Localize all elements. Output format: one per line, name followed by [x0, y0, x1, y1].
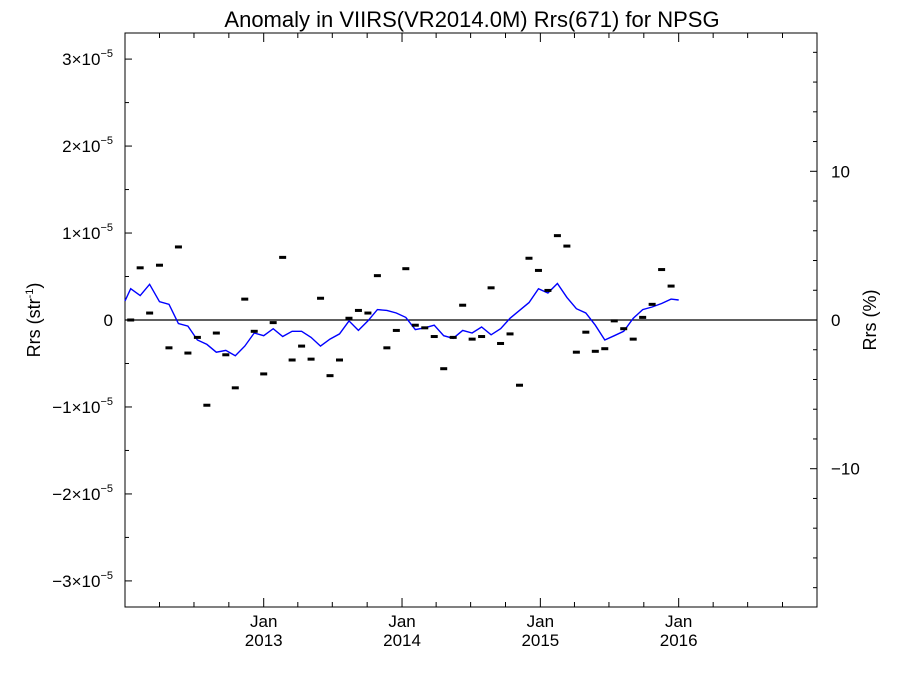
y-axis-right-label-text: Rrs (%) — [860, 290, 880, 351]
data-point — [383, 346, 391, 350]
y-axis-left-label-main: Rrs (str — [24, 298, 44, 357]
data-point — [212, 331, 220, 335]
data-point — [563, 244, 571, 248]
data-point — [430, 335, 438, 339]
data-point — [591, 349, 599, 353]
data-point — [525, 256, 533, 260]
y-tick-label-left: 2×10−5 — [62, 135, 113, 156]
data-point — [440, 367, 448, 371]
data-point — [222, 353, 230, 357]
y-tick-label-right: 10 — [831, 162, 850, 181]
data-point — [288, 358, 296, 362]
x-tick-label-month: Jan — [665, 612, 692, 631]
data-point — [241, 297, 249, 301]
y-tick-label-left: 0 — [104, 311, 113, 330]
y-axis-right: 10 0 −10 — [810, 51, 860, 589]
data-point — [421, 326, 429, 330]
y-axis-right-label: Rrs (%) — [860, 290, 880, 351]
data-point — [459, 303, 467, 307]
data-point — [544, 288, 552, 292]
data-point — [193, 335, 201, 339]
data-point — [373, 274, 381, 278]
x-tick-label-year: 2014 — [383, 631, 421, 650]
data-point — [165, 346, 173, 350]
data-point — [279, 255, 287, 259]
data-point — [572, 350, 580, 354]
chart-title: Anomaly in VIIRS(VR2014.0M) Rrs(671) for… — [224, 7, 719, 32]
data-point — [497, 341, 505, 345]
data-point — [392, 328, 400, 332]
data-point — [582, 330, 590, 334]
data-point — [402, 267, 410, 271]
y-axis-left-label-end: ) — [24, 283, 44, 289]
data-point — [449, 335, 457, 339]
series-points-group — [127, 234, 675, 407]
x-tick-label-year: 2013 — [245, 631, 283, 650]
data-point — [534, 268, 542, 272]
data-point — [516, 383, 524, 387]
y-axis-left: 3×10−5 2×10−5 1×10−5 0 −1×10−5 −2×10−5 −3×10−5 — [52, 48, 132, 591]
data-point — [648, 302, 656, 306]
data-point — [127, 318, 135, 322]
data-point — [174, 245, 182, 249]
y-tick-label-right: −10 — [831, 460, 860, 479]
y-tick-label-left: −3×10−5 — [52, 570, 113, 591]
data-point — [146, 311, 154, 315]
data-point — [354, 308, 362, 312]
data-point — [203, 403, 211, 407]
data-point — [298, 344, 306, 348]
data-point — [326, 374, 334, 378]
data-point — [601, 347, 609, 351]
data-point — [468, 337, 476, 341]
series-line-group — [124, 282, 679, 357]
data-point — [639, 315, 647, 319]
data-point — [620, 327, 628, 331]
data-point — [667, 284, 675, 288]
data-point — [260, 372, 268, 376]
data-point — [335, 358, 343, 362]
data-point — [250, 329, 258, 333]
data-point — [553, 234, 561, 238]
data-point — [269, 321, 277, 325]
y-tick-label-left: 3×10−5 — [62, 48, 113, 69]
data-point — [478, 335, 486, 339]
y-axis-left-label-sup: -1 — [24, 289, 36, 299]
data-point — [155, 263, 163, 267]
data-point — [487, 286, 495, 290]
svg-text:Rrs (str-1): Rrs (str-1) — [24, 283, 44, 358]
x-tick-label-month: Jan — [527, 612, 554, 631]
y-tick-label-left: −1×10−5 — [52, 396, 113, 417]
data-point — [506, 332, 514, 336]
data-point — [629, 337, 637, 341]
x-tick-label-year: 2016 — [660, 631, 698, 650]
y-axis-left-label: Rrs (str-1) — [24, 283, 44, 358]
x-tick-label-month: Jan — [388, 612, 415, 631]
data-point — [364, 311, 372, 315]
data-point — [658, 268, 666, 272]
y-tick-label-right: 0 — [831, 311, 840, 330]
data-point — [136, 266, 144, 270]
x-tick-label-year: 2015 — [521, 631, 559, 650]
data-point — [610, 319, 618, 323]
data-point — [411, 323, 419, 327]
x-tick-label-month: Jan — [250, 612, 277, 631]
data-point — [231, 386, 239, 390]
y-tick-label-left: 1×10−5 — [62, 222, 113, 243]
y-tick-label-left: −2×10−5 — [52, 483, 113, 504]
data-point — [184, 351, 192, 355]
series-line — [124, 282, 679, 357]
data-point — [345, 316, 353, 320]
data-point — [307, 357, 315, 361]
data-point — [317, 296, 325, 300]
